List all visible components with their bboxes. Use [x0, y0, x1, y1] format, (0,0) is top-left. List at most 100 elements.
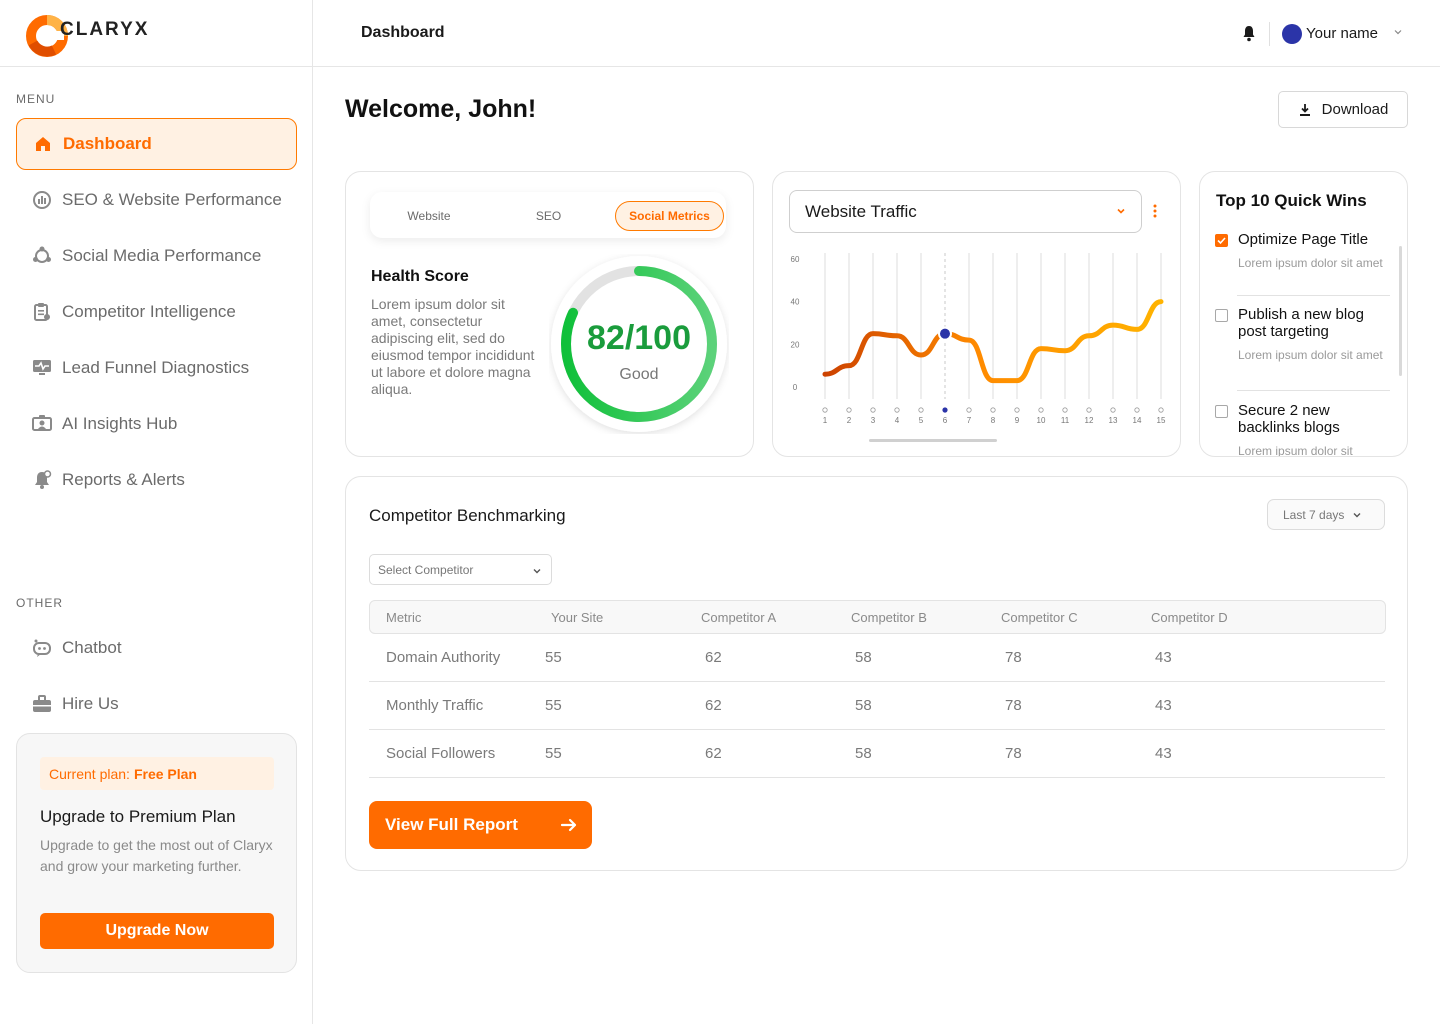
- date-range-dropdown[interactable]: Last 7 days: [1267, 499, 1385, 530]
- date-range-value: Last 7 days: [1283, 507, 1345, 522]
- sidebar-item-reports[interactable]: Reports & Alerts: [16, 454, 297, 506]
- sidebar-item-label: Lead Funnel Diagnostics: [62, 358, 250, 377]
- x-tick-label: 9: [1015, 416, 1020, 425]
- monitor-pulse-icon: [32, 358, 52, 378]
- x-marker: [1134, 407, 1140, 413]
- more-options-icon[interactable]: [1149, 203, 1161, 219]
- table-cell: 55: [545, 697, 562, 714]
- traffic-series-line: [822, 299, 1164, 384]
- user-name[interactable]: Your name: [1306, 25, 1378, 42]
- checkbox[interactable]: [1215, 309, 1228, 322]
- alert-bell-icon: [32, 470, 52, 490]
- quick-win-title: Optimize Page Title: [1238, 231, 1369, 248]
- x-marker: [822, 407, 828, 413]
- claryx-logo-icon: [26, 15, 68, 57]
- sidebar-item-label: SEO & Website Performance: [62, 190, 282, 209]
- sidebar-item-hire-us[interactable]: Hire Us: [16, 678, 297, 730]
- chevron-down-icon: [1117, 208, 1125, 214]
- tab-website[interactable]: Website: [407, 209, 451, 223]
- table-cell: 62: [705, 649, 722, 666]
- x-tick-label: 2: [847, 416, 852, 425]
- column-header: Your Site: [551, 610, 604, 625]
- x-marker: [1038, 407, 1044, 413]
- table-cell: 58: [855, 649, 872, 666]
- tab-seo[interactable]: SEO: [535, 209, 562, 223]
- table-cell: 62: [705, 745, 722, 762]
- sidebar-item-ai-insights[interactable]: AI Insights Hub: [16, 398, 297, 450]
- x-tick-label: 13: [1109, 416, 1118, 425]
- table-cell: 78: [1005, 697, 1022, 714]
- column-header: Metric: [386, 610, 422, 625]
- sidebar-item-label: Reports & Alerts: [62, 470, 185, 489]
- chevron-down-icon[interactable]: [1393, 27, 1403, 37]
- table-cell: Monthly Traffic: [386, 697, 484, 714]
- sidebar-item-label: AI Insights Hub: [62, 414, 178, 433]
- ai-screen-icon: [32, 414, 52, 434]
- sidebar-item-lead-funnel[interactable]: Lead Funnel Diagnostics: [16, 342, 297, 394]
- gauge-icon: [32, 190, 52, 210]
- header-divider: [1269, 22, 1270, 46]
- competitor-select[interactable]: Select Competitor: [369, 554, 552, 585]
- x-marker: [1158, 407, 1164, 413]
- highlight-point: [940, 328, 950, 339]
- competitor-select-placeholder: Select Competitor: [378, 562, 474, 577]
- x-marker: [1086, 407, 1092, 413]
- sidebar-item-chatbot[interactable]: Chatbot: [16, 622, 297, 674]
- download-button[interactable]: Download: [1278, 91, 1408, 128]
- sidebar-item-dashboard[interactable]: Dashboard: [16, 118, 297, 170]
- quick-win-divider: [1237, 390, 1390, 391]
- quick-wins-card: Top 10 Quick Wins Optimize Page Title Lo…: [1199, 171, 1408, 457]
- plan-title: Upgrade to Premium Plan: [40, 807, 236, 826]
- logo[interactable]: CLARYX: [0, 0, 312, 67]
- x-tick-label: 14: [1133, 416, 1142, 425]
- table-cell: 43: [1155, 745, 1172, 762]
- avatar[interactable]: [1282, 24, 1302, 44]
- download-label: Download: [1321, 101, 1389, 118]
- column-header: Competitor C: [1001, 610, 1078, 625]
- current-plan-badge: Current plan: Free Plan: [40, 757, 274, 790]
- column-header: Competitor D: [1151, 610, 1228, 625]
- x-marker: [918, 407, 924, 413]
- home-icon: [33, 134, 53, 154]
- x-marker: [966, 407, 972, 413]
- scrollbar[interactable]: [1399, 246, 1402, 376]
- traffic-select-value: Website Traffic: [805, 201, 917, 221]
- plan-description: Upgrade to get the most out of Claryx an…: [40, 837, 273, 874]
- current-plan-name: Free Plan: [133, 765, 197, 782]
- sidebar-item-label: Hire Us: [62, 694, 119, 713]
- sidebar-item-competitor[interactable]: Competitor Intelligence: [16, 286, 297, 338]
- chevron-down-icon: [533, 569, 541, 574]
- checkbox[interactable]: [1215, 234, 1228, 247]
- x-tick-label: 3: [871, 416, 876, 425]
- table-cell: 78: [1005, 745, 1022, 762]
- traffic-metric-select[interactable]: Website Traffic: [789, 190, 1142, 233]
- table-cell: Domain Authority: [386, 649, 501, 666]
- column-header: Competitor B: [851, 610, 927, 625]
- x-tick-label: 12: [1085, 416, 1094, 425]
- upgrade-now-button[interactable]: Upgrade Now: [40, 913, 274, 949]
- table-cell: 43: [1155, 697, 1172, 714]
- quick-win-desc: Lorem ipsum dolor sit: [1238, 444, 1353, 457]
- notification-bell-icon[interactable]: [1241, 25, 1257, 42]
- sidebar: CLARYX MENU Dashboard SEO & Website Perf…: [0, 0, 313, 1024]
- view-full-report-button[interactable]: View Full Report: [369, 801, 592, 849]
- table-row[interactable]: Monthly Traffic 55 62 58 78 43: [369, 682, 1385, 730]
- checkbox[interactable]: [1215, 405, 1228, 418]
- arrow-right-icon: [560, 818, 577, 832]
- metric-tabs: Website SEO Social Metrics: [370, 192, 726, 238]
- benchmark-title: Competitor Benchmarking: [369, 506, 566, 525]
- other-section-label: OTHER: [16, 596, 63, 610]
- chatbot-icon: [32, 638, 52, 658]
- health-score-description: Lorem ipsum dolor sit amet, consectetur …: [371, 296, 535, 397]
- health-score-value: 82/100: [587, 319, 691, 357]
- x-tick-label: 11: [1061, 416, 1070, 425]
- x-tick-label: 15: [1157, 416, 1166, 425]
- y-tick-label: 0: [793, 383, 798, 392]
- sidebar-item-label: Social Media Performance: [62, 246, 262, 265]
- sidebar-item-social[interactable]: Social Media Performance: [16, 230, 297, 282]
- table-row[interactable]: Domain Authority 55 62 58 78 43: [369, 634, 1385, 682]
- sidebar-item-seo[interactable]: SEO & Website Performance: [16, 174, 297, 226]
- quick-win-title: Secure 2 new backlinks blogs: [1238, 402, 1340, 436]
- tab-social-metrics[interactable]: Social Metrics: [615, 201, 724, 231]
- table-row[interactable]: Social Followers 55 62 58 78 43: [369, 730, 1385, 778]
